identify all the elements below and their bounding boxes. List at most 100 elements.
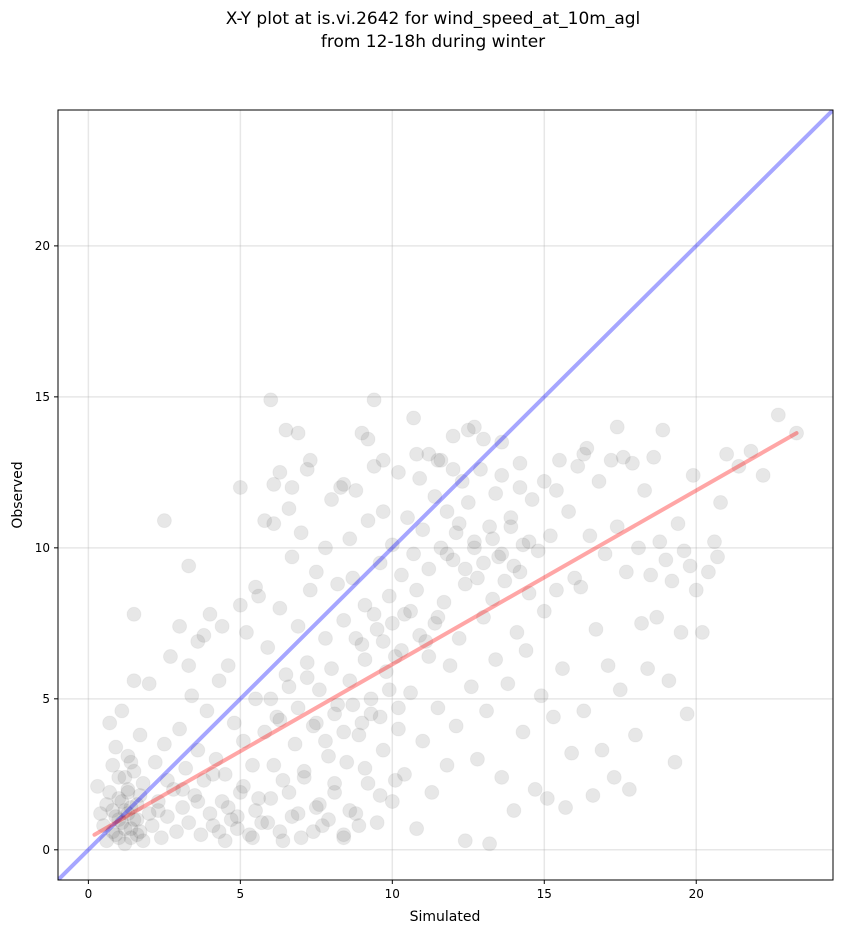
scatter-point <box>184 688 200 704</box>
scatter-point <box>342 673 358 689</box>
scatter-point <box>469 751 485 767</box>
scatter-point <box>679 706 695 722</box>
y-tick-label: 5 <box>42 692 50 706</box>
scatter-point <box>245 757 261 773</box>
scatter-point <box>232 597 248 613</box>
x-axis-label: Simulated <box>410 909 481 925</box>
scatter-point <box>269 709 285 725</box>
scatter-point <box>451 630 467 646</box>
scatter-point <box>409 821 425 837</box>
scatter-point <box>175 800 191 816</box>
scatter-point <box>494 769 510 785</box>
scatter-point <box>652 534 668 550</box>
scatter-point <box>384 615 400 631</box>
scatter-point <box>630 540 646 556</box>
scatter-point <box>330 576 346 592</box>
scatter-point <box>627 727 643 743</box>
scatter-point <box>430 700 446 716</box>
scatter-point <box>99 797 115 813</box>
scatter-point <box>299 655 315 671</box>
scatter-point <box>202 606 218 622</box>
scatter-point <box>211 824 227 840</box>
scatter-point <box>296 769 312 785</box>
scatter-point <box>132 727 148 743</box>
scatter-point <box>181 658 197 674</box>
x-tick-label: 10 <box>385 887 400 901</box>
scatter-point <box>676 543 692 559</box>
scatter-point <box>612 682 628 698</box>
scatter-point <box>573 579 589 595</box>
scatter-point <box>366 458 382 474</box>
scatter-point <box>512 455 528 471</box>
scatter-point <box>159 809 175 825</box>
scatter-point <box>153 830 169 846</box>
scatter-point <box>479 703 495 719</box>
scatter-point <box>475 609 491 625</box>
scatter-point <box>302 582 318 598</box>
scatter-point <box>205 766 221 782</box>
scatter-point <box>682 558 698 574</box>
scatter-point <box>713 495 729 511</box>
scatter-point <box>190 633 206 649</box>
scatter-point <box>281 679 297 695</box>
scatter-point <box>348 482 364 498</box>
scatter-point <box>403 603 419 619</box>
scatter-point <box>327 775 343 791</box>
identity-line <box>58 110 833 880</box>
scatter-point <box>190 742 206 758</box>
scatter-point <box>169 824 185 840</box>
scatter-point <box>743 443 759 459</box>
scatter-point <box>609 419 625 435</box>
scatter-point <box>299 461 315 477</box>
y-tick-label: 0 <box>42 843 50 857</box>
scatter-point <box>670 516 686 532</box>
scatter-point <box>637 482 653 498</box>
scatter-point <box>108 827 124 843</box>
y-axis-label: Observed <box>10 461 26 528</box>
scatter-point <box>278 667 294 683</box>
scatter-point <box>494 467 510 483</box>
scatter-point <box>649 609 665 625</box>
scatter-point <box>606 769 622 785</box>
scatter-point <box>172 721 188 737</box>
scatter-point <box>555 661 571 677</box>
scatter-point <box>120 781 136 797</box>
scatter-point <box>366 392 382 408</box>
scatter-point <box>172 618 188 634</box>
scatter-point <box>290 618 306 634</box>
scatter-point <box>390 700 406 716</box>
scatter-point <box>211 673 227 689</box>
scatter-point <box>248 579 264 595</box>
scatter-point <box>521 585 537 601</box>
scatter-point <box>384 793 400 809</box>
scatter-point <box>324 661 340 677</box>
scatter-point <box>561 504 577 520</box>
scatter-point <box>515 537 531 553</box>
scatter-point <box>381 588 397 604</box>
scatter-point <box>178 760 194 776</box>
scatter-point <box>354 715 370 731</box>
scatter-point <box>260 639 276 655</box>
scatter-point <box>205 818 221 834</box>
scatter-point <box>445 428 461 444</box>
scatter-point <box>755 467 771 483</box>
scatter-point <box>770 407 786 423</box>
scatter-point <box>430 609 446 625</box>
scatter-point <box>336 612 352 628</box>
scatter-point <box>694 624 710 640</box>
scatter-point <box>381 682 397 698</box>
scatter-point <box>576 703 592 719</box>
x-tick-label: 5 <box>237 887 245 901</box>
scatter-point <box>412 627 428 643</box>
scatter-point <box>530 543 546 559</box>
scatter-point <box>576 446 592 462</box>
scatter-point <box>156 513 172 529</box>
scatter-point <box>494 546 510 562</box>
scatter-point <box>430 452 446 468</box>
scatter-point <box>643 567 659 583</box>
scatter-point <box>308 800 324 816</box>
scatter-point <box>409 582 425 598</box>
scatter-point <box>515 724 531 740</box>
scatter-point <box>245 830 261 846</box>
scatter-point <box>427 615 443 631</box>
